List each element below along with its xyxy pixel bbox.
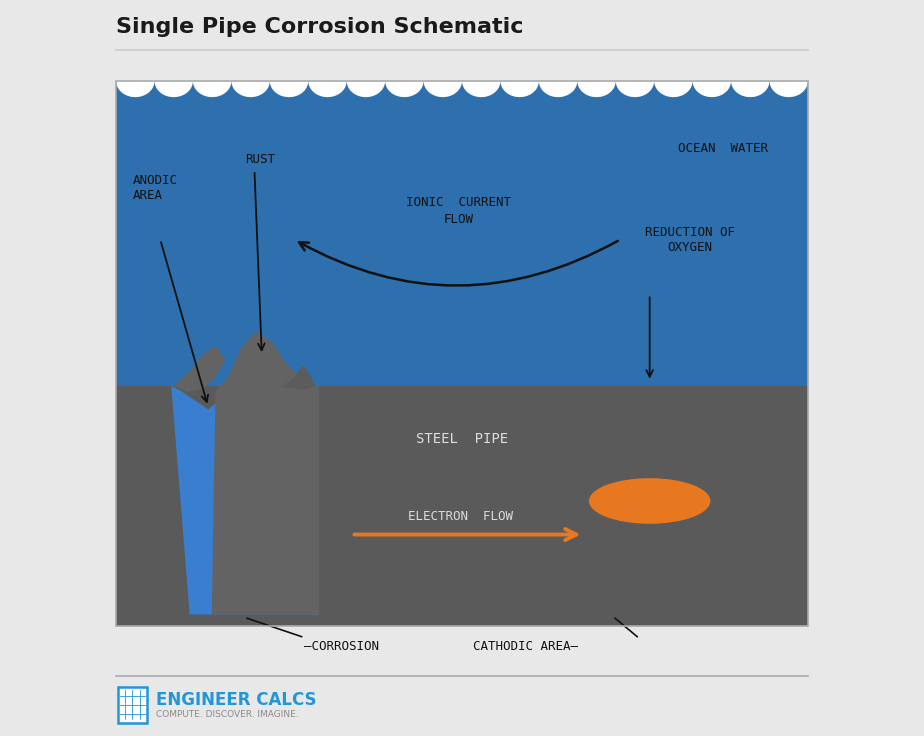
Polygon shape — [309, 81, 346, 97]
Text: IONIC  CURRENT: IONIC CURRENT — [406, 196, 511, 208]
Polygon shape — [770, 81, 808, 97]
Bar — [117, 687, 147, 723]
Polygon shape — [693, 81, 731, 97]
Text: FLOW: FLOW — [444, 213, 473, 226]
Bar — [116, 81, 808, 626]
Bar — [116, 386, 808, 626]
Text: Single Pipe Corrosion Schematic: Single Pipe Corrosion Schematic — [116, 17, 524, 37]
Polygon shape — [654, 81, 693, 97]
Polygon shape — [193, 81, 231, 97]
Text: ENGINEER CALCS: ENGINEER CALCS — [156, 691, 316, 709]
Polygon shape — [174, 345, 225, 392]
Polygon shape — [116, 81, 154, 97]
Polygon shape — [423, 81, 462, 97]
Polygon shape — [346, 81, 385, 97]
Polygon shape — [212, 331, 319, 615]
Text: ANODIC
AREA: ANODIC AREA — [132, 174, 177, 202]
Text: COMPUTE. DISCOVER. IMAGINE.: COMPUTE. DISCOVER. IMAGINE. — [156, 710, 298, 720]
Text: —CORROSION: —CORROSION — [304, 640, 379, 654]
Polygon shape — [283, 365, 315, 389]
Polygon shape — [462, 81, 501, 97]
Polygon shape — [385, 81, 423, 97]
Bar — [116, 81, 808, 386]
Text: OCEAN  WATER: OCEAN WATER — [678, 141, 768, 155]
Polygon shape — [539, 81, 578, 97]
Polygon shape — [615, 81, 654, 97]
Polygon shape — [578, 81, 615, 97]
Polygon shape — [154, 81, 193, 97]
Ellipse shape — [589, 478, 711, 524]
Polygon shape — [171, 386, 319, 615]
Text: RUST: RUST — [245, 153, 274, 166]
Text: STEEL  PIPE: STEEL PIPE — [416, 432, 508, 446]
Polygon shape — [231, 81, 270, 97]
Text: REDUCTION OF
OXYGEN: REDUCTION OF OXYGEN — [645, 225, 736, 254]
Text: ELECTRON  FLOW: ELECTRON FLOW — [407, 510, 513, 523]
Polygon shape — [501, 81, 539, 97]
Polygon shape — [270, 81, 309, 97]
Text: CATHODIC AREA—: CATHODIC AREA— — [473, 640, 578, 654]
Polygon shape — [731, 81, 770, 97]
